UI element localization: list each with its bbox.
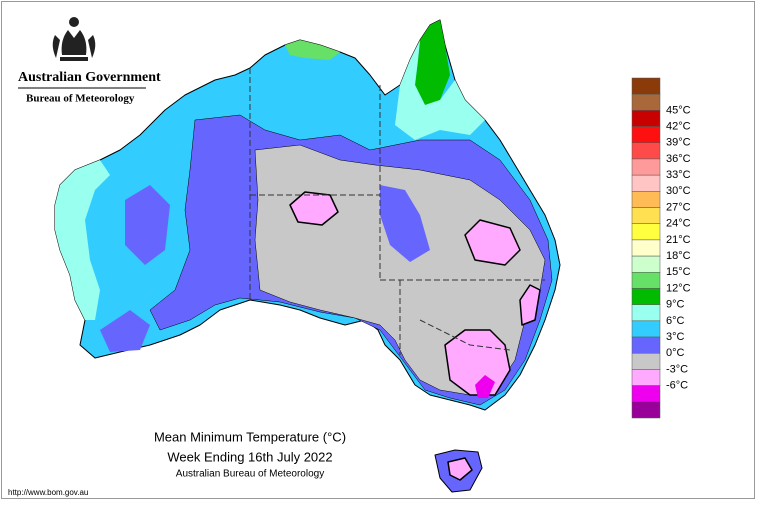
legend-swatch <box>631 174 661 192</box>
legend-swatch <box>631 110 661 127</box>
legend-label: 0°C <box>666 347 685 359</box>
australia-map <box>54 19 561 493</box>
legend-label: 33°C <box>666 169 691 181</box>
url: http://www.bom.gov.au <box>8 488 88 497</box>
state-borders <box>249 68 545 355</box>
legend-label: 9°C <box>666 299 685 311</box>
legend-label: -6°C <box>666 380 688 392</box>
legend-swatch <box>631 191 661 208</box>
west-blue-2 <box>100 310 150 352</box>
legend-swatch <box>631 336 661 354</box>
legend-swatch <box>631 272 661 289</box>
east-coast-band <box>395 40 485 140</box>
legend-label: 15°C <box>666 266 691 278</box>
coat-of-arms <box>52 17 96 61</box>
legend-swatch <box>631 401 661 419</box>
pink-3 <box>519 284 541 326</box>
legend-swatch <box>631 369 661 386</box>
legend-swatch <box>631 255 661 273</box>
legend-label: -3°C <box>666 363 688 375</box>
blue-inset <box>380 185 430 262</box>
magenta-core <box>475 375 495 398</box>
legend-label: 45°C <box>666 104 691 116</box>
legend-label: 42°C <box>666 120 691 132</box>
pink-4 <box>444 329 511 396</box>
legend-label: 27°C <box>666 201 691 213</box>
legend-label: 36°C <box>666 153 691 165</box>
legend-label: 12°C <box>666 282 691 294</box>
tasmania-pink <box>447 457 473 481</box>
legend-label: 24°C <box>666 218 691 230</box>
legend-label: 21°C <box>666 234 691 246</box>
map-subtitle: Week Ending 16th July 2022 <box>167 449 332 464</box>
org-name: Australian Government <box>18 70 161 85</box>
legend-label: 18°C <box>666 250 691 262</box>
legend-label: 39°C <box>666 137 691 149</box>
map-source: Australian Bureau of Meteorology <box>176 469 324 480</box>
legend-swatch <box>631 352 661 370</box>
north-green-2 <box>285 40 340 60</box>
west-blue <box>125 185 170 265</box>
legend-swatch <box>631 223 661 241</box>
legend-label: 30°C <box>666 185 691 197</box>
map-title: Mean Minimum Temperature (°C) <box>154 429 346 444</box>
west-coast-band <box>55 160 110 320</box>
pink-1 <box>289 191 339 226</box>
agency-name: Bureau of Meteorology <box>26 93 135 105</box>
legend-swatch <box>631 304 661 322</box>
pink-2 <box>464 219 521 266</box>
north-green <box>415 20 450 105</box>
legend-swatch <box>631 320 661 338</box>
legend-swatch <box>631 77 661 95</box>
legend-swatch <box>631 158 661 176</box>
legend-swatch <box>631 239 661 257</box>
legend: 45°C 42°C 39°C 36°C 33°C 30°C 27°C 24°C 21°C 18°C… <box>631 77 691 419</box>
legend-label: 6°C <box>666 315 685 327</box>
legend-label: 3°C <box>666 331 685 343</box>
legend-swatch <box>631 126 661 144</box>
legend-swatch <box>631 142 661 160</box>
legend-swatch <box>631 207 661 224</box>
legend-swatch <box>631 288 661 305</box>
legend-swatch <box>631 385 661 403</box>
legend-swatch <box>631 93 661 111</box>
